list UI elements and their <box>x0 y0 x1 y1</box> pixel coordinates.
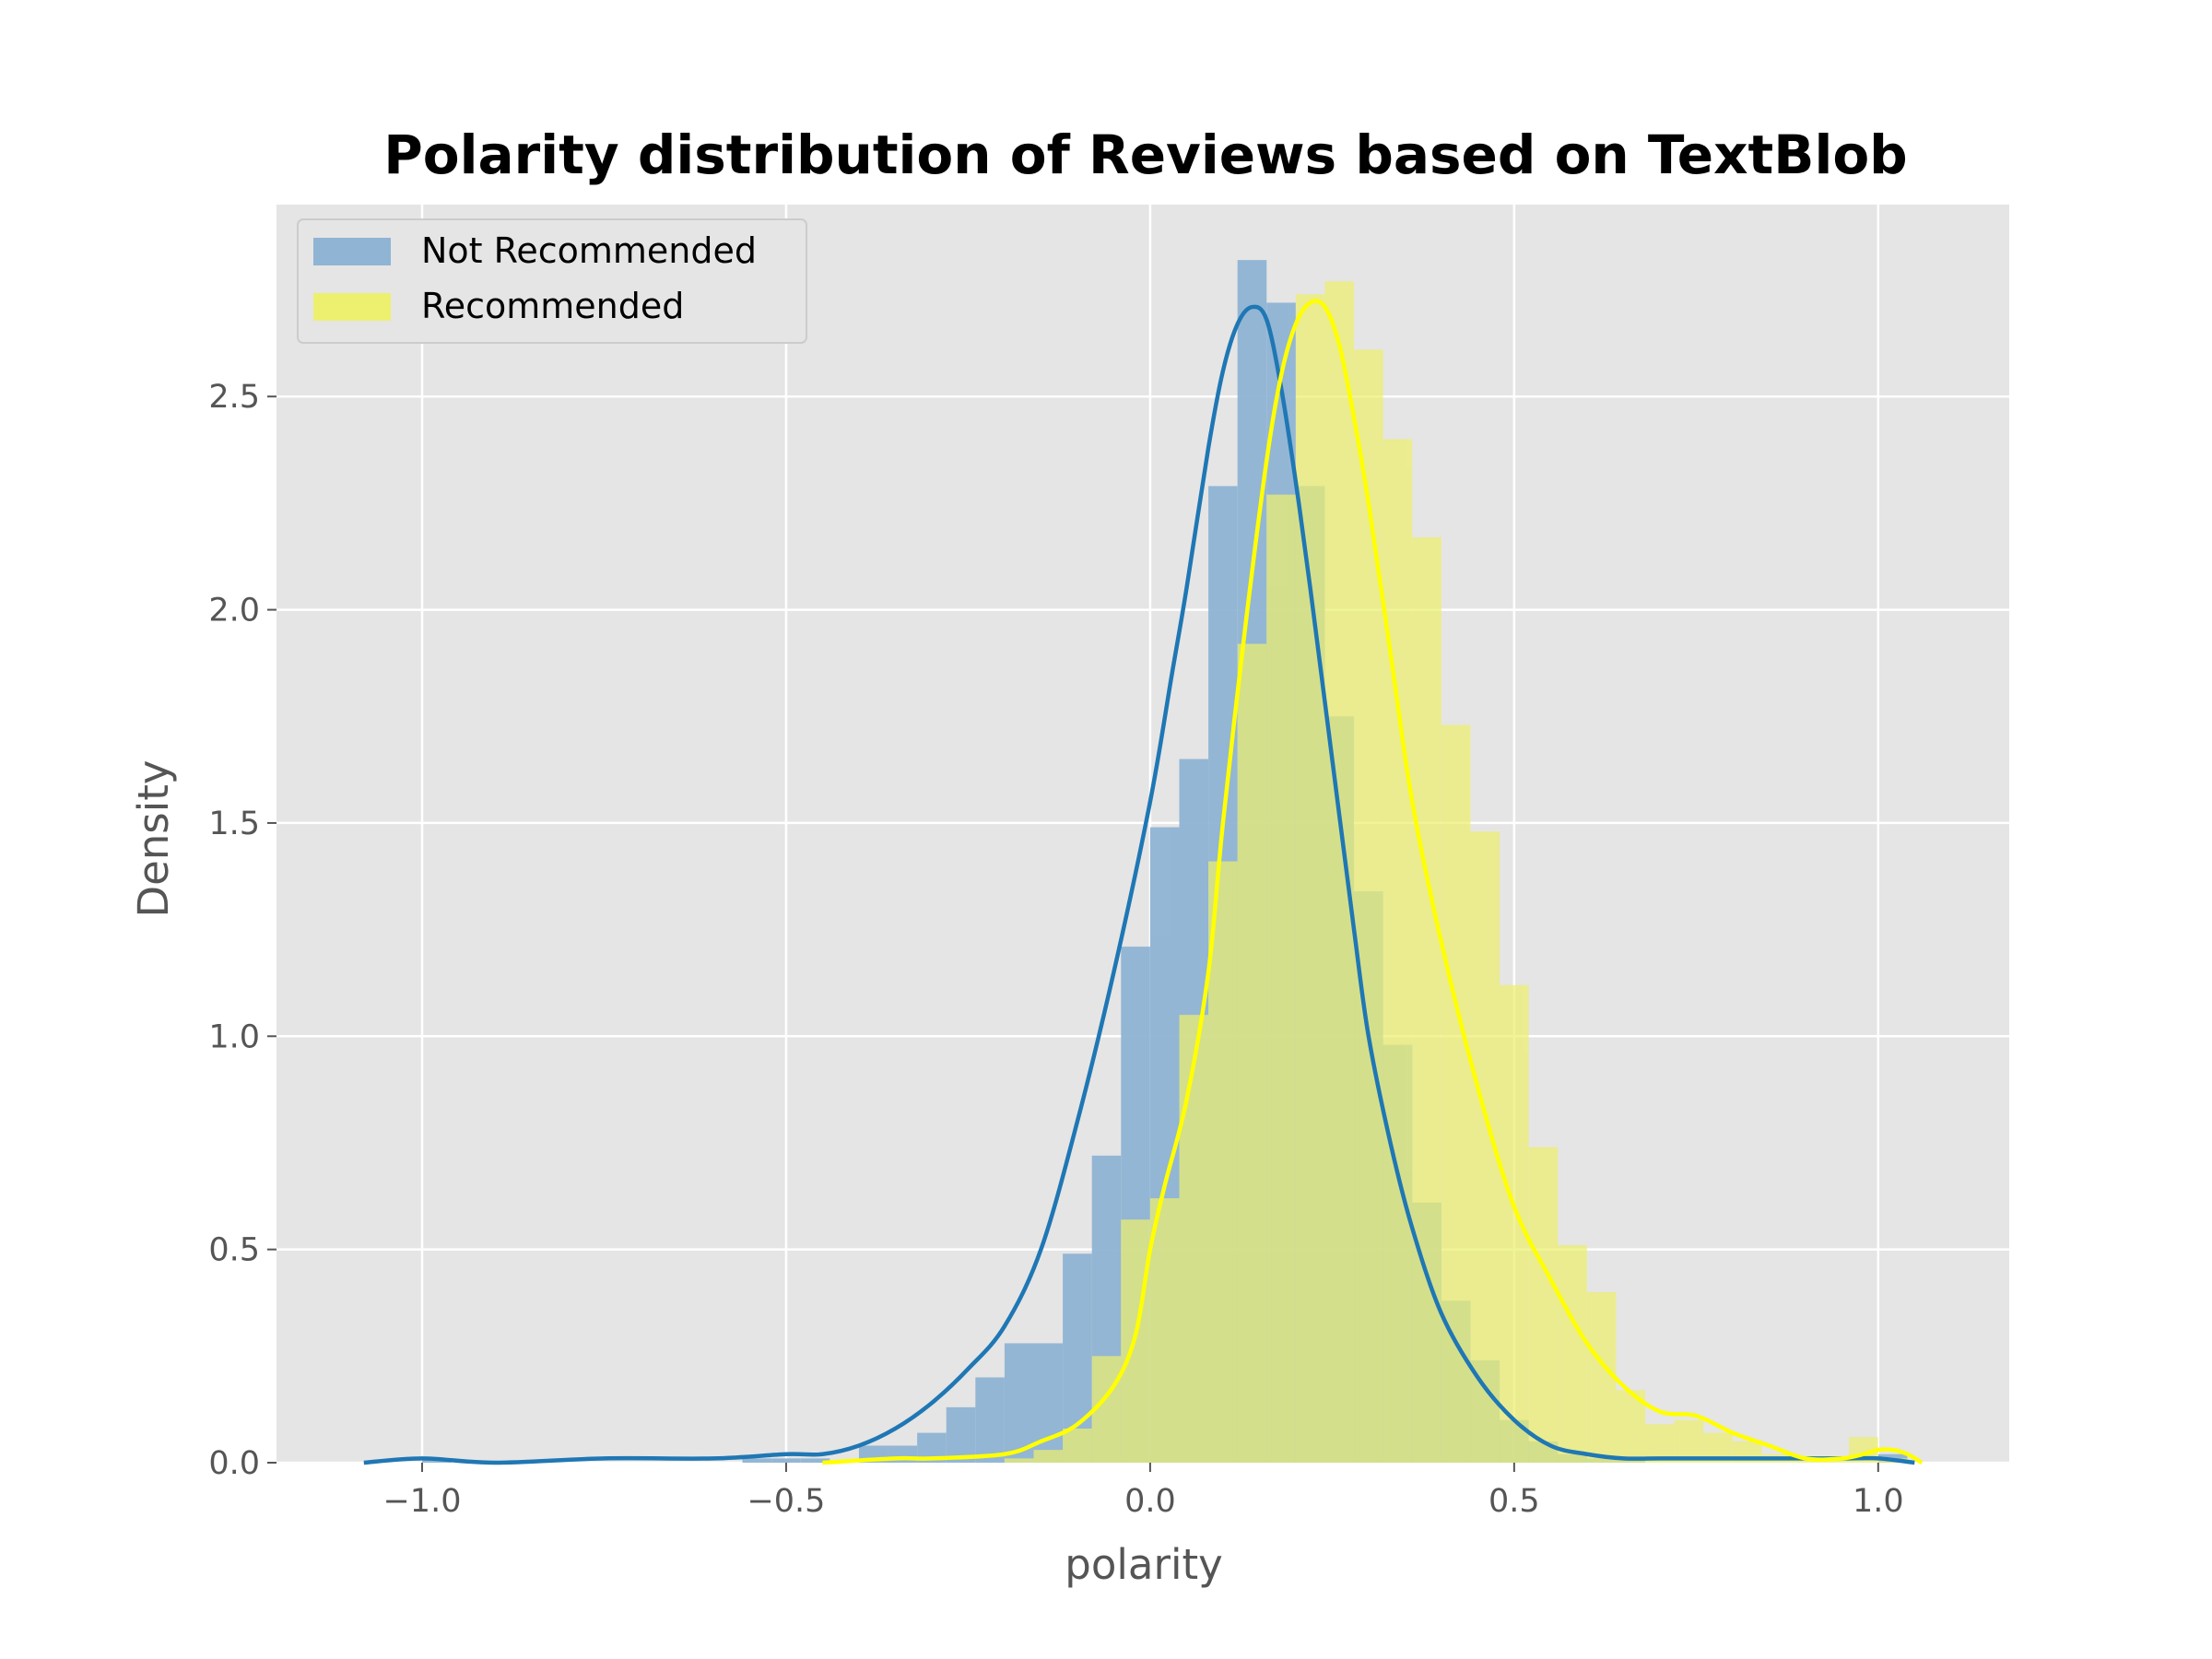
legend-swatch-not-recommended <box>313 238 391 265</box>
legend-label-not-recommended: Not Recommended <box>421 230 757 271</box>
x-tick-label: 1.0 <box>1853 1483 1904 1520</box>
hist-bar <box>1441 724 1471 1463</box>
legend: Not Recommended Recommended <box>297 218 807 344</box>
y-tick-label: 0.5 <box>208 1232 260 1269</box>
hist-bar <box>1645 1424 1675 1463</box>
hist-bar <box>1295 294 1325 1464</box>
legend-swatch-recommended <box>313 293 391 321</box>
x-tick-label: 0.5 <box>1488 1483 1540 1520</box>
y-tick-label: 2.0 <box>208 593 260 629</box>
axis-ticks: −1.0 −0.5 0.0 0.5 1.0 0.0 0.5 1.0 1.5 2.0 2.5 <box>208 379 1903 1520</box>
hist-bar <box>946 1406 976 1463</box>
legend-label-recommended: Recommended <box>421 286 684 326</box>
hist-bar <box>1791 1458 1820 1463</box>
hist-bar <box>1237 643 1267 1463</box>
y-tick-label: 0.0 <box>208 1445 260 1482</box>
hist-bar <box>975 1377 1005 1463</box>
hist-bar <box>1149 1198 1180 1463</box>
hist-bar <box>742 1458 772 1463</box>
kde-line-not-recommended <box>363 304 1915 1465</box>
hist-bar <box>1528 1147 1559 1463</box>
hist-bar <box>1004 1343 1034 1463</box>
hist-bar <box>1266 494 1296 1463</box>
hist-bar <box>1063 1253 1092 1463</box>
chart-title: Polarity distribution of Reviews based o… <box>383 124 1907 186</box>
hist-bar <box>1063 1428 1092 1463</box>
x-tick-label: −0.5 <box>747 1483 825 1520</box>
hist-bar <box>800 1458 830 1463</box>
hist-bar <box>1324 281 1355 1464</box>
hist-bar <box>1558 1245 1587 1463</box>
y-tick-label: 2.5 <box>208 379 260 416</box>
hist-bar <box>1004 1458 1034 1463</box>
x-tick-label: 0.0 <box>1124 1483 1176 1520</box>
kde-line-recommended <box>822 299 1924 1465</box>
y-tick-label: 1.0 <box>208 1018 260 1055</box>
legend-frame <box>297 218 807 344</box>
hist-bar <box>1674 1419 1704 1463</box>
hist-bar <box>1412 536 1441 1463</box>
y-axis-label: Density <box>129 759 178 917</box>
hist-bar <box>1500 984 1529 1463</box>
hist-bar <box>1382 439 1413 1464</box>
hist-bar <box>1033 1450 1064 1463</box>
x-axis-label: polarity <box>1065 1540 1222 1589</box>
hist-bar <box>1586 1291 1617 1463</box>
x-tick-label: −1.0 <box>382 1483 461 1520</box>
hist-bar <box>1179 1015 1209 1463</box>
histogram-recommended <box>1004 281 1908 1464</box>
y-tick-label: 1.5 <box>208 806 260 842</box>
hist-bar <box>771 1458 801 1463</box>
hist-bar <box>1354 349 1383 1463</box>
density-curves <box>363 299 1924 1465</box>
histogram-bars <box>421 260 1908 1464</box>
hist-bar <box>1208 861 1238 1463</box>
